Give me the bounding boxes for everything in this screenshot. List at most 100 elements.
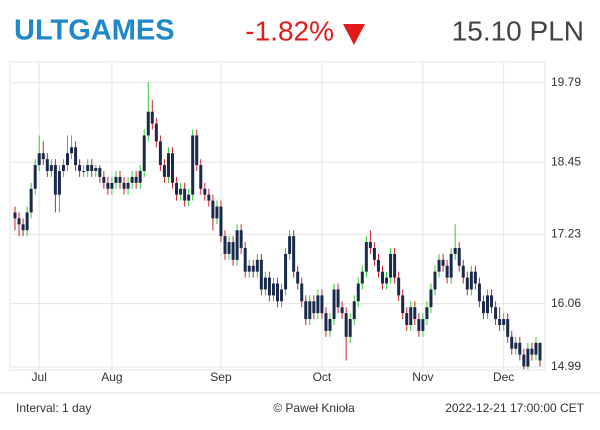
candle-body <box>514 342 518 349</box>
candle-body <box>449 253 453 278</box>
candle-body <box>397 277 401 296</box>
x-tick-label: Nov <box>412 370 433 384</box>
y-tick-label: 19.79 <box>551 75 581 89</box>
candle-body <box>348 319 352 337</box>
candle-body <box>29 188 33 213</box>
candle-body <box>146 111 150 136</box>
candle-body <box>90 165 94 171</box>
candle-body <box>276 283 279 302</box>
candle-body <box>158 141 162 166</box>
candle-body <box>526 348 530 367</box>
x-tick-label: Oct <box>313 370 332 384</box>
candle-body <box>25 212 29 231</box>
candle-body <box>445 265 449 278</box>
candle-body <box>66 153 69 166</box>
candle-body <box>433 271 437 290</box>
down-arrow <box>343 24 365 45</box>
candle-body <box>102 176 106 183</box>
candle-body <box>461 265 465 278</box>
candle-body <box>106 182 110 189</box>
candle-body <box>324 313 328 331</box>
plot-frame <box>9 61 546 371</box>
candle-body <box>413 307 417 320</box>
x-tick-label: Dec <box>493 370 514 384</box>
candle-body <box>53 165 57 195</box>
candle-body <box>385 277 389 284</box>
candle-body <box>235 230 239 260</box>
candle-body <box>393 253 397 278</box>
candle-body <box>364 242 368 272</box>
symbol: ULTGAMES <box>14 15 175 47</box>
change: -1.82% <box>245 15 334 46</box>
candle-body <box>17 218 21 225</box>
candle-body <box>118 176 122 183</box>
y-tick-label: 16.06 <box>551 296 581 310</box>
candle-body <box>78 165 82 171</box>
candle-body <box>356 283 360 302</box>
candle-body <box>126 182 130 189</box>
candle-body <box>494 307 498 320</box>
candle-body <box>49 165 53 171</box>
candle-body <box>175 182 179 195</box>
candle-body <box>138 170 142 183</box>
x-tick-label: Aug <box>101 370 122 384</box>
candle-body <box>473 271 477 284</box>
candle-body <box>284 253 288 290</box>
x-tick-label: Jul <box>32 370 47 384</box>
candle-body <box>477 283 481 302</box>
candle-body <box>288 236 292 254</box>
candle-body <box>429 289 433 308</box>
candle-body <box>292 236 296 272</box>
candle-body <box>259 259 263 290</box>
candle-body <box>522 354 526 367</box>
candle-body <box>405 313 409 325</box>
candle-body <box>308 301 312 320</box>
candle-body <box>320 295 324 314</box>
candle-body <box>37 153 41 166</box>
candle-body <box>130 176 134 183</box>
candle-body <box>183 188 187 201</box>
candle-body <box>360 271 364 284</box>
candle-body <box>381 271 384 284</box>
interval: Interval: 1 day <box>16 401 91 415</box>
candle-body <box>45 159 49 171</box>
candle-body <box>114 176 118 183</box>
candle-body <box>239 230 243 248</box>
candle-body <box>498 319 502 325</box>
candle-body <box>74 147 78 166</box>
candle-body <box>401 295 405 314</box>
candle-body <box>332 289 336 320</box>
candle-body <box>368 242 372 248</box>
candle-body <box>340 307 344 314</box>
candle-body <box>465 277 469 290</box>
candle-body <box>142 135 146 171</box>
candle-body <box>300 283 304 302</box>
candle-body <box>316 295 320 314</box>
candle-body <box>490 295 494 308</box>
candle-body <box>86 165 90 171</box>
candle-body <box>453 247 457 254</box>
candle-body <box>134 176 138 183</box>
candle-body <box>13 212 17 219</box>
candle-body <box>271 283 275 296</box>
candle-body <box>122 182 126 189</box>
candle-body <box>280 289 284 302</box>
timestamp: 2022-12-21 17:00:00 CET <box>445 401 584 415</box>
candle-body <box>389 253 393 278</box>
candle-body <box>247 265 251 272</box>
candle-body <box>352 301 356 320</box>
candle-body <box>486 295 489 314</box>
candle-body <box>425 307 429 320</box>
candle-body <box>441 259 445 266</box>
candle-body <box>223 236 227 254</box>
candle-body <box>255 259 259 272</box>
candle-body <box>215 206 219 219</box>
y-tick-label: 18.45 <box>551 154 581 168</box>
candle-body <box>191 135 195 195</box>
candle-body <box>372 247 376 260</box>
candle-body <box>263 277 267 290</box>
candle-body <box>304 301 308 320</box>
price: 15.10 PLN <box>452 15 584 46</box>
